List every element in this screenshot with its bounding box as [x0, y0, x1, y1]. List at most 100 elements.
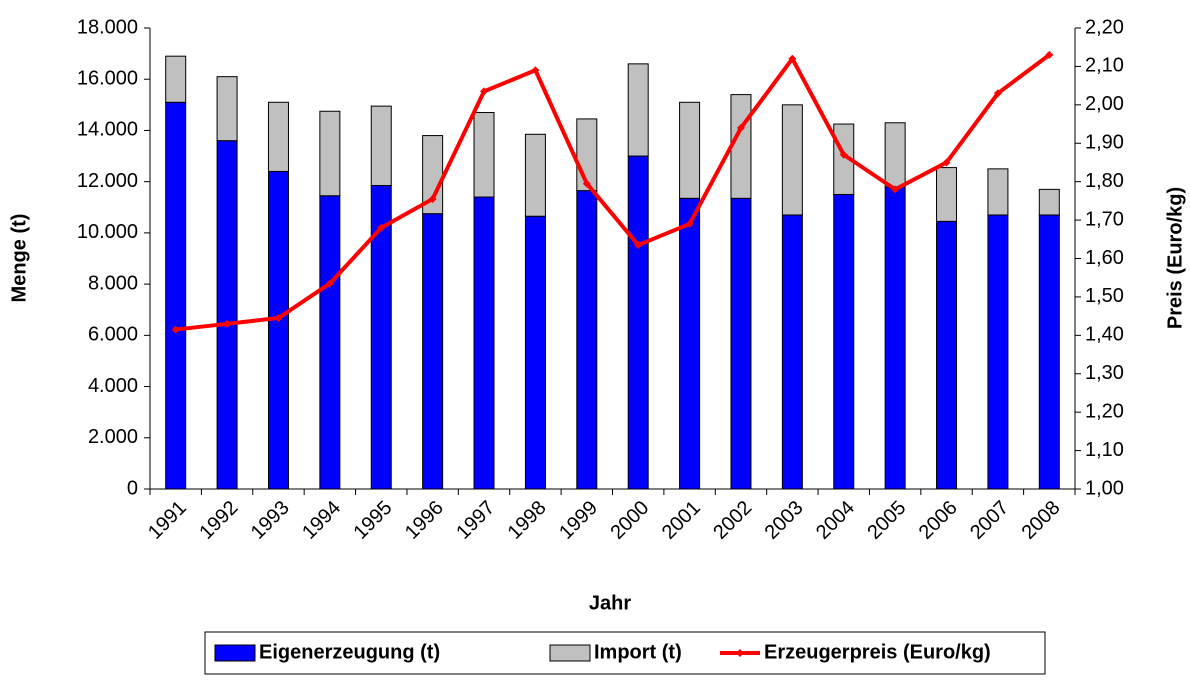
marker — [993, 89, 1002, 98]
legend-label: Import (t) — [594, 641, 682, 663]
marker — [428, 194, 437, 203]
x-tick-label: 1997 — [452, 497, 499, 544]
x-tick-label: 2005 — [863, 497, 910, 544]
bar — [679, 197, 701, 490]
bar — [884, 122, 906, 188]
y2-tick-label: 1,40 — [1085, 324, 1124, 346]
y2-tick-label: 1,30 — [1085, 362, 1124, 384]
bar — [524, 133, 546, 217]
y-tick-label: 6.000 — [88, 324, 138, 346]
bar — [216, 140, 238, 490]
bar — [730, 94, 752, 199]
y2-tick-label: 2,20 — [1085, 16, 1124, 38]
x-tick-label: 2000 — [606, 497, 653, 544]
bar — [216, 76, 238, 142]
y2-tick-label: 1,50 — [1085, 285, 1124, 307]
x-tick-label: 2002 — [709, 497, 756, 544]
y2-tick-label: 1,10 — [1085, 439, 1124, 461]
y2-tick-label: 1,80 — [1085, 170, 1124, 192]
bar — [833, 193, 855, 490]
y-tick-label: 18.000 — [77, 16, 138, 38]
marker — [223, 319, 232, 328]
bar — [422, 213, 444, 490]
bar — [987, 214, 1009, 490]
x-tick-label: 1993 — [247, 497, 294, 544]
bar — [627, 155, 649, 490]
legend-label: Eigenerzeugung (t) — [259, 641, 440, 663]
bar — [1038, 188, 1060, 216]
y2-tick-label: 1,70 — [1085, 208, 1124, 230]
bar — [524, 215, 546, 490]
bar — [319, 195, 341, 490]
y-tick-label: 10.000 — [77, 221, 138, 243]
x-tick-label: 1995 — [349, 497, 396, 544]
marker — [685, 219, 694, 228]
y2-tick-label: 1,90 — [1085, 132, 1124, 154]
bar — [576, 190, 598, 490]
x-tick-label: 1998 — [504, 497, 551, 544]
y2-tick-label: 1,60 — [1085, 247, 1124, 269]
y2-tick-label: 2,10 — [1085, 55, 1124, 77]
bar — [1038, 214, 1060, 490]
bar — [627, 63, 649, 157]
y2-tick-label: 1,00 — [1085, 477, 1124, 499]
x-tick-label: 2001 — [658, 497, 705, 544]
x-tick-label: 2008 — [1018, 497, 1065, 544]
bar — [473, 196, 495, 490]
y-tick-label: 14.000 — [77, 119, 138, 141]
bar — [165, 101, 187, 490]
bar — [267, 101, 289, 172]
bar — [473, 112, 495, 198]
x-tick-label: 2006 — [915, 497, 962, 544]
x-tick-label: 2007 — [966, 497, 1013, 544]
bar — [781, 104, 803, 216]
y2-tick-label: 2,00 — [1085, 93, 1124, 115]
marker — [582, 179, 591, 188]
marker — [736, 123, 745, 132]
y-tick-label: 16.000 — [77, 68, 138, 90]
marker — [788, 54, 797, 63]
bar — [987, 168, 1009, 216]
legend-swatch — [549, 644, 591, 662]
marker — [1045, 50, 1054, 59]
marker — [377, 223, 386, 232]
marker — [891, 185, 900, 194]
legend-swatch — [214, 644, 256, 662]
bar — [936, 220, 958, 490]
y2-axis-title: Preis (Euro/kg) — [1164, 187, 1186, 329]
line — [175, 53, 1051, 332]
y-tick-label: 0 — [127, 477, 138, 499]
x-tick-label: 2004 — [812, 497, 859, 544]
legend-marker — [736, 649, 744, 657]
y-tick-label: 4.000 — [88, 375, 138, 397]
x-axis-title: Jahr — [589, 592, 631, 614]
marker — [480, 87, 489, 96]
y-axis-title: Menge (t) — [8, 214, 30, 303]
y-tick-label: 2.000 — [88, 426, 138, 448]
marker — [942, 158, 951, 167]
x-tick-label: 1992 — [195, 497, 242, 544]
bar — [165, 55, 187, 103]
bar — [267, 170, 289, 490]
y2-tick-label: 1,20 — [1085, 400, 1124, 422]
x-tick-label: 2003 — [761, 497, 808, 544]
bar — [679, 101, 701, 199]
marker — [171, 325, 180, 334]
x-tick-label: 1999 — [555, 497, 602, 544]
y-tick-label: 8.000 — [88, 272, 138, 294]
bar — [370, 105, 392, 187]
x-tick-label: 1991 — [144, 497, 191, 544]
bar — [884, 186, 906, 490]
bar — [319, 110, 341, 197]
y-tick-label: 12.000 — [77, 170, 138, 192]
legend-label: Erzeugerpreis (Euro/kg) — [764, 641, 991, 663]
marker — [531, 66, 540, 75]
x-tick-label: 1994 — [298, 497, 345, 544]
legend-box — [204, 631, 1046, 675]
bar — [936, 167, 958, 222]
bar — [781, 214, 803, 490]
marker — [274, 314, 283, 323]
marker — [839, 150, 848, 159]
marker — [634, 241, 643, 250]
marker — [325, 279, 334, 288]
